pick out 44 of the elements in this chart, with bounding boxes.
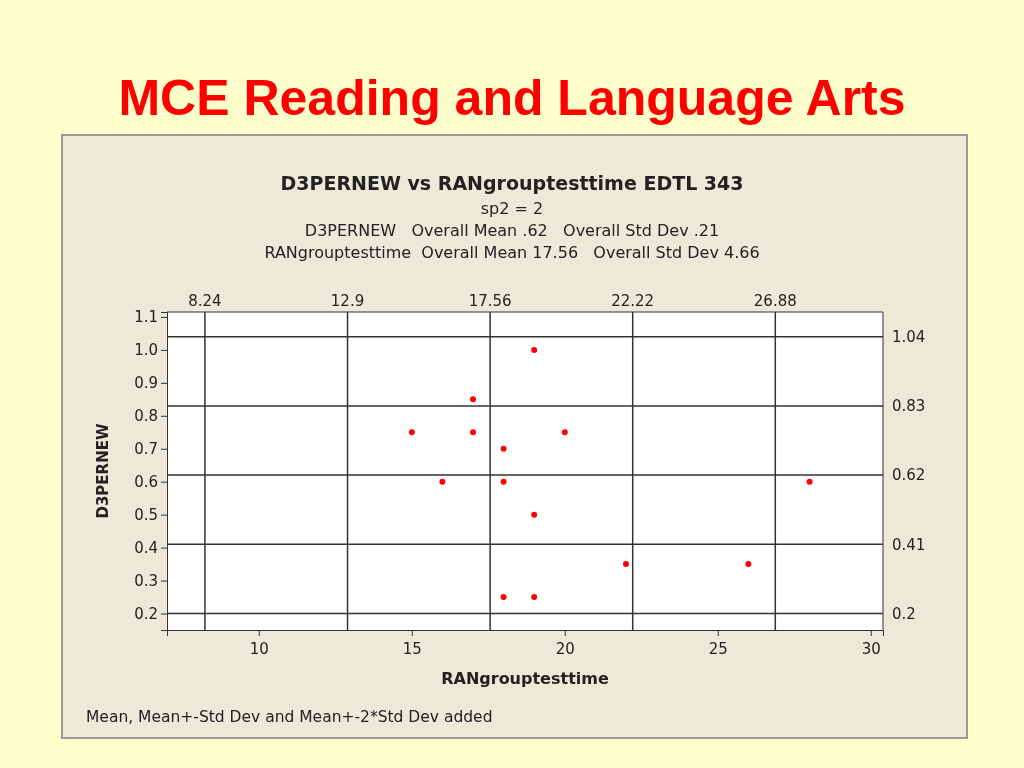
point [408, 429, 415, 436]
ref-line-label: 26.88 [753, 292, 797, 310]
y-tick-label: 0.9 [134, 374, 158, 393]
y-tick-label: 0.8 [134, 407, 158, 426]
y-tick-label: 1.0 [134, 341, 158, 360]
point [745, 561, 752, 568]
point [806, 478, 813, 485]
ref-line-label: 1.04 [892, 327, 926, 346]
x-axis-title: RANgrouptesttime [441, 669, 609, 688]
point [531, 346, 538, 353]
point [470, 429, 476, 436]
point [531, 511, 538, 518]
y-tick-label: 1.1 [134, 308, 158, 327]
chart-title: MCE Reading and Language Arts [118, 70, 906, 126]
x-tick-label: 25 [708, 640, 728, 658]
ref-line-label: 0.2 [892, 604, 916, 623]
ref-line-label: 22.22 [611, 292, 655, 310]
point [622, 561, 629, 568]
y-tick-label: 0.6 [134, 473, 158, 492]
y-tick-label: 0.5 [134, 505, 158, 524]
point [470, 396, 476, 403]
x-tick-label: 20 [555, 640, 575, 658]
ref-line-label: 0.62 [892, 466, 926, 485]
point [439, 478, 446, 485]
point [500, 445, 507, 452]
ref-line-label: 12.9 [330, 292, 365, 310]
y-axis-title: D3PERNEW [94, 423, 112, 519]
text: Mean, Mean+-Std Dev and Mean+-2*Std Dev added [86, 708, 493, 726]
y-tick-label: 0.3 [134, 571, 158, 590]
x-tick-label: 15 [402, 640, 422, 658]
point [500, 594, 507, 601]
y-tick-label: 0.2 [134, 604, 158, 623]
ref-line-label: 0.83 [892, 397, 926, 416]
ref-line-label: 8.24 [188, 292, 222, 310]
point [561, 429, 568, 436]
ref-line-label: 0.41 [892, 535, 926, 554]
chart-subtitle: D3PERNEW vs RANgrouptesttime EDTL 343 sp2 = 2 D3PERNEW Overall Mean .62 Overall Std Dev .21 RANgrouptesttime Overall Mean 17.56 Overall Std Dev 4.66 [264, 172, 760, 262]
x-tick-label: 30 [861, 640, 881, 658]
x-tick-label: 10 [249, 640, 269, 658]
ref-line-label: 17.56 [468, 292, 512, 310]
y-tick-label: 0.7 [134, 440, 158, 459]
point [531, 594, 538, 601]
y-tick-label: 0.4 [134, 538, 158, 557]
point [500, 478, 507, 485]
